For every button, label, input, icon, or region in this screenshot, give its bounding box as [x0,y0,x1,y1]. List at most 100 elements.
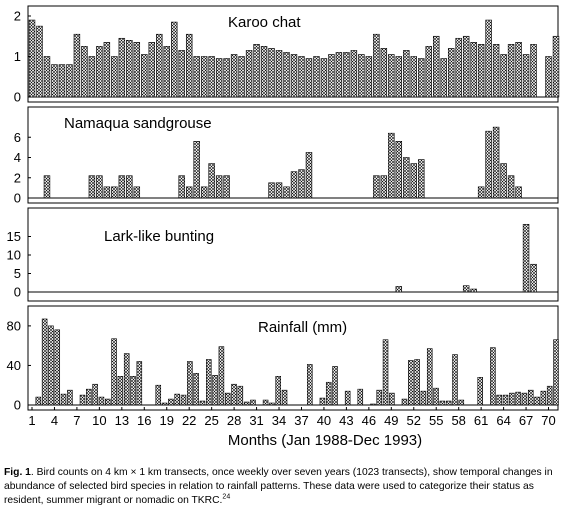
bar [136,361,143,406]
x-tick-label: 46 [362,413,376,428]
bar [500,163,507,199]
bar [223,175,230,199]
bar [92,383,98,406]
bar [515,186,522,199]
y-tick-label: 2 [14,170,21,185]
x-tick-label: 31 [249,413,263,428]
x-tick-label: 49 [384,413,398,428]
bar [380,48,388,98]
bar [250,399,256,406]
bar [43,175,51,199]
bar [262,399,269,406]
bar [43,56,51,98]
bar [388,132,395,199]
x-tick-label: 61 [474,413,488,428]
bar [35,396,42,406]
bar [187,361,193,406]
bar [477,377,483,406]
bar [260,46,268,98]
x-tick-label: 52 [407,413,421,428]
bar [357,388,364,406]
bar [98,396,105,406]
panel-title: Karoo chat [228,14,301,31]
bar [118,37,126,98]
bar [141,54,148,98]
caption-label: Fig. 1 [4,467,31,478]
caption-text: . Bird counts on 4 km × 1 km transects, … [4,467,553,506]
bar [395,286,403,293]
bar [458,399,465,406]
bar [433,387,439,406]
bar [496,394,502,406]
bar [224,392,231,406]
bar [206,359,212,406]
y-tick-group: 0 1 2 [14,9,31,105]
bar [290,54,298,98]
bar [530,44,537,98]
bar [212,375,218,406]
y-tick-label: 0 [14,90,21,105]
figure-caption: Fig. 1. Bird counts on 4 km × 1 km trans… [4,466,560,508]
bar [439,400,446,406]
caption-ref: 24 [222,493,231,501]
bar [521,392,528,406]
bar [502,394,509,406]
bar [199,400,206,406]
bar [111,338,117,406]
bar [123,353,130,406]
bar [81,46,88,98]
y-tick-label: 2 [14,9,21,24]
bar [103,42,111,98]
bar [290,171,298,199]
bar-group [30,318,559,406]
bar [462,35,470,98]
x-tick-label: 25 [204,413,218,428]
bar [223,58,230,98]
bar [344,390,351,406]
bar [425,46,432,98]
x-tick-label: 16 [137,413,151,428]
bar [200,56,208,98]
bar [477,44,485,98]
bar [403,50,410,98]
bar [477,186,485,199]
bar [208,56,215,98]
bar [305,152,313,199]
bar [298,169,305,199]
panel-title: Lark-like bunting [104,228,214,245]
bar [51,64,58,98]
bar [41,318,48,406]
bar [410,56,417,98]
bar [534,396,540,406]
bar [163,46,170,98]
bar [180,394,187,406]
bar [126,39,133,98]
x-axis-label: Months (Jan 1988-Dec 1993) [228,432,422,449]
bar [370,403,376,406]
x-tick-label: 70 [541,413,555,428]
x-tick-label: 55 [429,413,443,428]
bar [275,50,283,98]
bar [382,339,389,406]
x-tick-label: 37 [294,413,308,428]
bar [426,348,433,406]
bar [73,33,81,98]
bar [395,56,403,98]
bar [325,381,332,406]
bar [335,52,343,98]
bar [96,46,103,98]
bar [358,54,365,98]
bar [298,56,305,98]
bar [492,126,500,199]
y-tick-group: 0 5 10 15 [7,229,31,300]
y-tick-label: 6 [14,130,21,145]
y-tick-label: 4 [14,150,21,165]
bar [111,186,118,199]
bar [208,163,215,199]
bar [60,393,67,406]
bar [245,50,253,98]
bar [168,398,174,406]
x-tick-group: 1 4 7 10 13 16 19 22 25 28 31 34 37 40 43 46 49 52 55 58 61 6… [28,407,556,428]
bar [509,392,515,406]
